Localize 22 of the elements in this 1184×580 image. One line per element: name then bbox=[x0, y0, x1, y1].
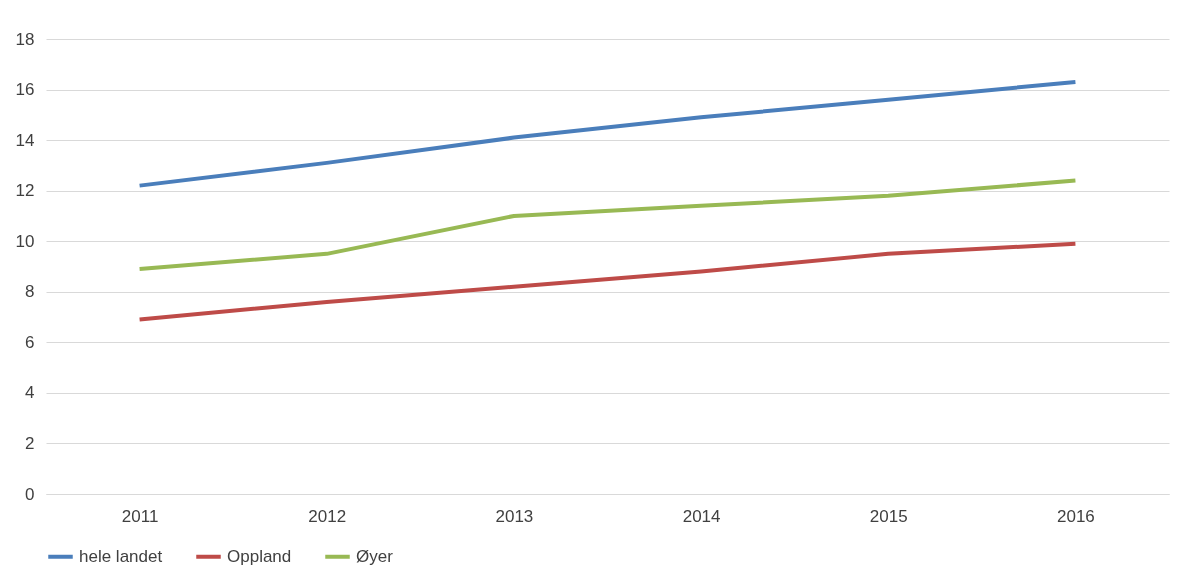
legend-label: Øyer bbox=[356, 546, 394, 566]
y-tick-label: 8 bbox=[25, 282, 35, 302]
line-series bbox=[137, 241, 1078, 322]
x-tick-label: 2012 bbox=[308, 506, 347, 526]
y-tick-label: 16 bbox=[15, 80, 35, 100]
y-tick-label: 4 bbox=[25, 383, 35, 403]
legend-label: hele landet bbox=[79, 546, 163, 566]
y-tick-label: 2 bbox=[25, 433, 35, 453]
line-series bbox=[137, 79, 1078, 188]
y-tick-label: 6 bbox=[25, 332, 35, 352]
y-tick-label: 10 bbox=[15, 231, 35, 251]
x-tick-label: 2015 bbox=[869, 506, 908, 526]
y-tick-label: 14 bbox=[15, 130, 35, 150]
x-tick-label: 2011 bbox=[121, 506, 159, 526]
x-tick-label: 2013 bbox=[495, 506, 534, 526]
legend-label: Oppland bbox=[227, 546, 292, 566]
y-tick-label: 18 bbox=[15, 29, 35, 49]
x-tick-label: 2014 bbox=[682, 506, 721, 526]
line-series bbox=[137, 178, 1078, 272]
y-tick-label: 12 bbox=[15, 181, 35, 201]
x-tick-label: 2016 bbox=[1057, 506, 1095, 526]
y-tick-label: 0 bbox=[25, 484, 35, 504]
